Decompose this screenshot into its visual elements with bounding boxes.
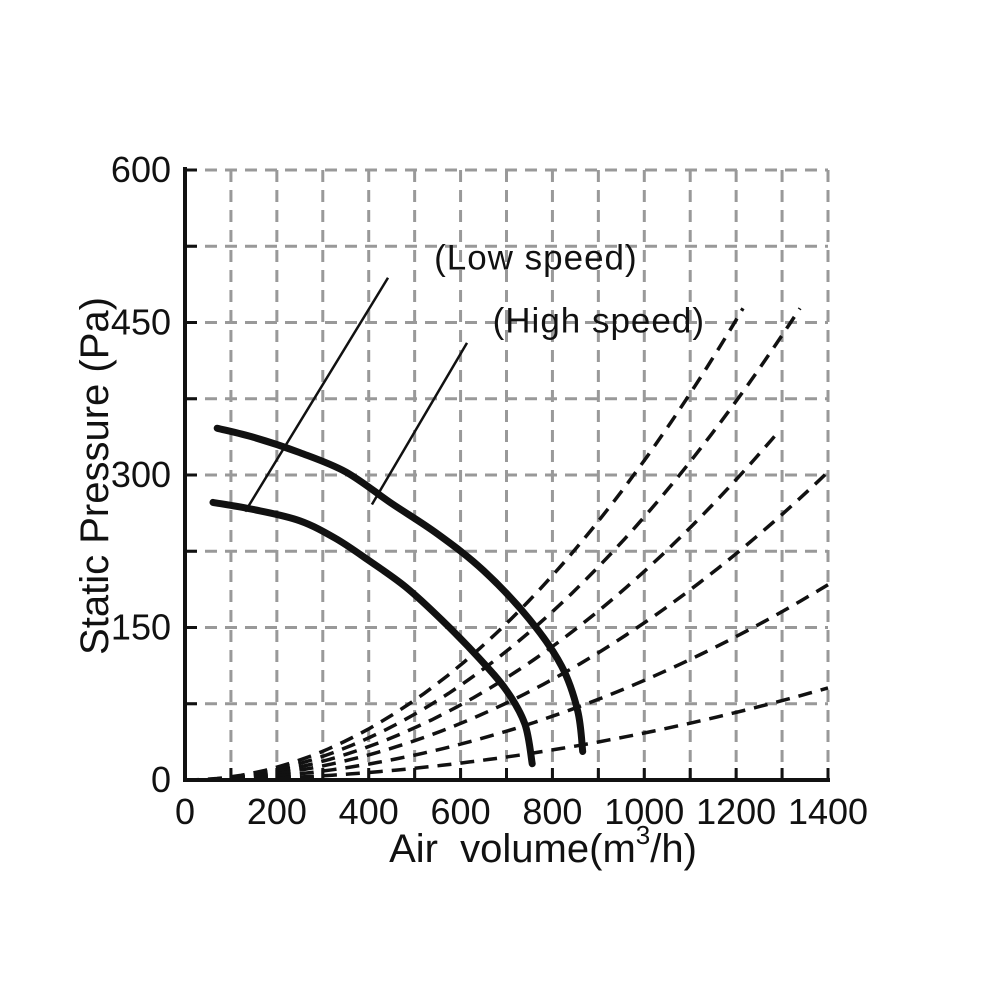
labels: 0 200 400 600 800 1000 1200 14000150300450600Ai… [73,149,868,871]
high-speed-leader-line [370,342,469,506]
x-tick-label-800: 800 [522,791,582,832]
x-tick-label-1400: 1400 [788,791,868,832]
tick-marks [185,168,830,780]
x-tick-label-200: 200 [247,791,307,832]
system-curve-5 [185,583,829,782]
y-tick-label-450: 450 [111,302,171,343]
y-axis-title: Static Pressure (Pa) [73,297,117,655]
x-tick-label-1000: 1000 [604,791,684,832]
leader-lines [244,277,469,513]
low-speed-label: (Low speed) [434,238,638,277]
system-curve-4 [184,470,830,782]
y-tick-label-300: 300 [111,454,171,495]
system-curve-6 [185,686,829,782]
y-tick-label-600: 600 [111,149,171,190]
system-resistance-curves [184,307,830,782]
fan-curve-low-speed [209,498,536,768]
x-tick-label-0: 0 [175,791,195,832]
x-tick-label-400: 400 [339,791,399,832]
system-curve-3 [184,428,782,782]
x-tick-label-1200: 1200 [696,791,776,832]
y-tick-label-0: 0 [151,759,171,800]
x-tick-label-600: 600 [431,791,491,832]
high-speed-label: (High speed) [493,301,705,340]
low-speed-leader-line [244,277,390,513]
system-curve-2 [184,307,802,782]
grid-lines [185,168,830,780]
x-axis-title: Air volume(m3/h) [389,820,697,871]
system-curve-1 [184,307,745,782]
fan-curve-high-speed [213,424,587,755]
fan-curves [209,424,587,768]
y-tick-label-150: 150 [111,607,171,648]
